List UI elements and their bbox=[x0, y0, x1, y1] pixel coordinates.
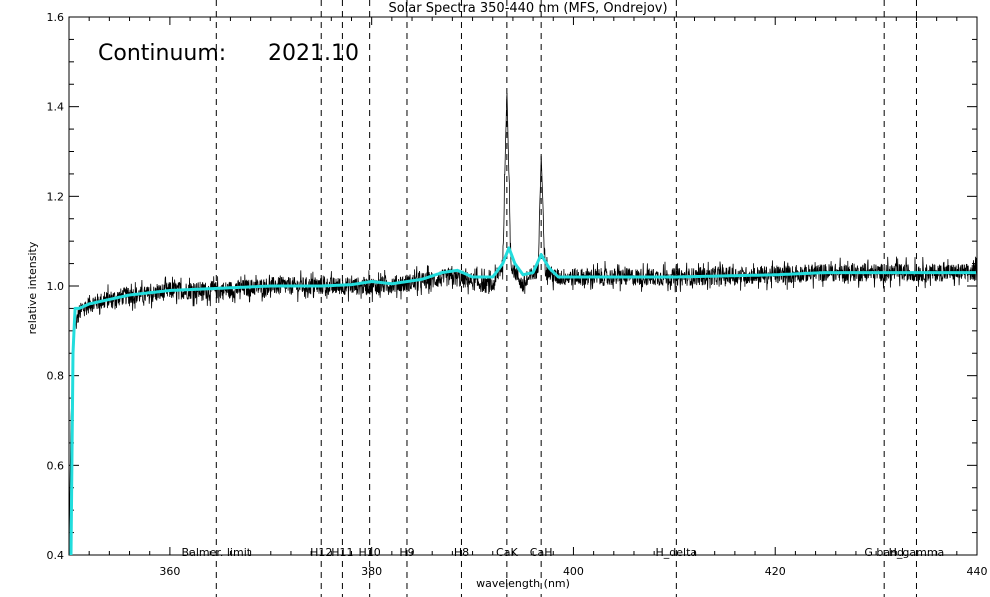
continuum-value: 2021.10 bbox=[268, 41, 359, 66]
y-tick-label: 1.2 bbox=[47, 190, 65, 203]
spectral-line-label: Balmer. limit bbox=[182, 546, 252, 559]
chart-title: Solar Spectra 350-440 nm (MFS, Ondrejov) bbox=[388, 1, 667, 16]
smooth-continuum-line bbox=[69, 246, 977, 556]
x-tick-label: 400 bbox=[563, 565, 584, 578]
spectral-line-label: H10 bbox=[359, 546, 381, 559]
noisy-spectrum-line bbox=[68, 93, 978, 556]
y-tick-label: 0.4 bbox=[47, 549, 65, 562]
x-tick-label: 440 bbox=[967, 565, 988, 578]
x-tick-label: 420 bbox=[765, 565, 786, 578]
x-axis-label: wavelength (nm) bbox=[476, 577, 570, 590]
y-tick-label: 1.4 bbox=[47, 101, 65, 114]
x-tick-label: 380 bbox=[361, 565, 382, 578]
y-tick-label: 0.8 bbox=[47, 370, 65, 383]
x-tick-label: 360 bbox=[159, 565, 180, 578]
spectral-line-label: CaK bbox=[496, 546, 518, 559]
y-axis-label: relative intensity bbox=[26, 241, 39, 334]
y-tick-label: 1.0 bbox=[47, 280, 65, 293]
spectral-line-label: CaH bbox=[530, 546, 553, 559]
spectral-line-label: G band bbox=[864, 546, 904, 559]
continuum-label: Continuum: bbox=[98, 41, 226, 66]
series-group bbox=[68, 93, 978, 556]
spectral-line-label: H_delta bbox=[656, 546, 698, 559]
spectral-line-label: H8 bbox=[454, 546, 469, 559]
spectral-line-label: H11 bbox=[331, 546, 353, 559]
spectral-line-label: H9 bbox=[399, 546, 414, 559]
y-tick-label: 1.6 bbox=[47, 11, 65, 24]
axis-ticks: 360 380 400 420 440 0.4 0.6 0.8 1.0 1.2 1.4 1.6 bbox=[47, 11, 988, 578]
spectral-line-label: H12 bbox=[310, 546, 332, 559]
y-tick-label: 0.6 bbox=[47, 459, 65, 472]
